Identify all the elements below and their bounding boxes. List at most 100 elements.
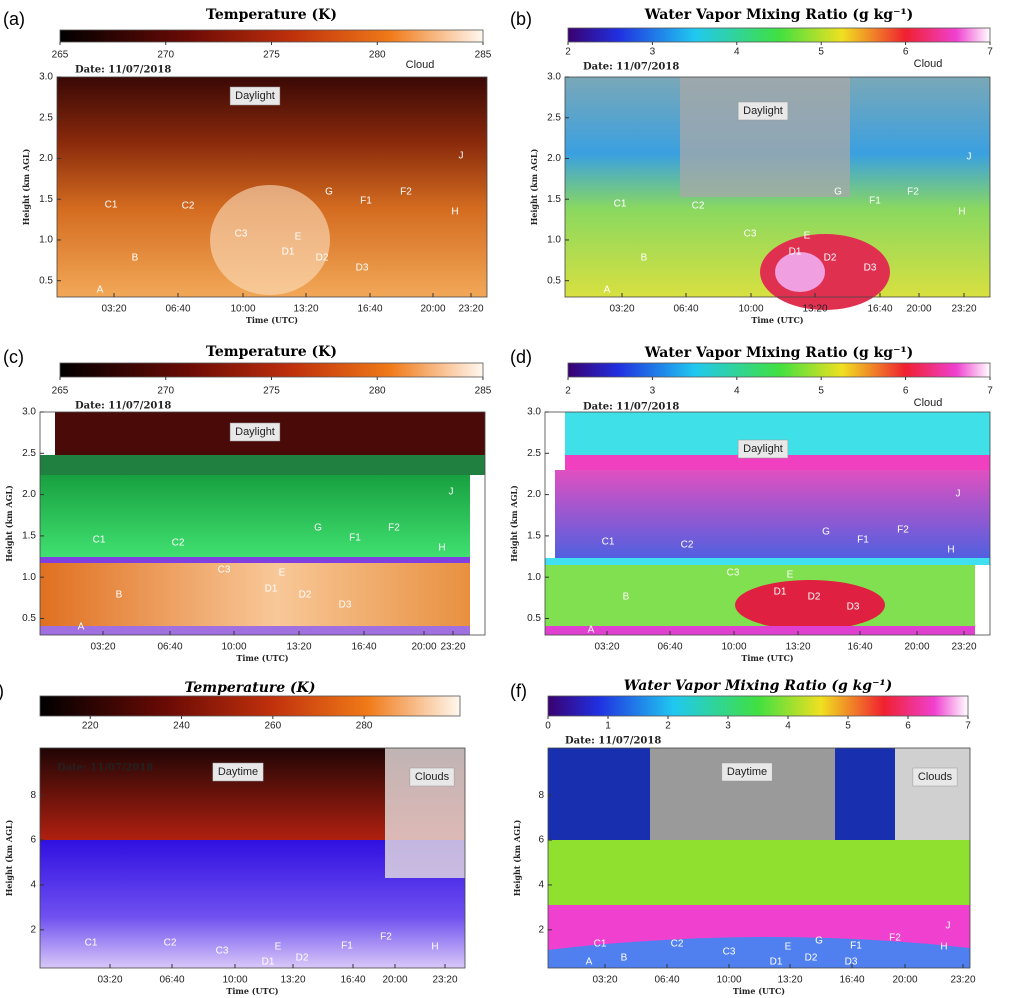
annotation: F2 xyxy=(907,187,919,198)
annotation-box xyxy=(737,439,789,459)
x-tick-label: 03:20 xyxy=(594,642,619,653)
colorbar xyxy=(59,29,484,43)
panel: (a) Temperature (K) 265 270 275 280 285 0.5 1.0 1… xyxy=(3,7,492,325)
plot-frame xyxy=(39,747,466,969)
annotation: Cloud xyxy=(914,58,943,70)
y-axis-label: Height (km AGL) xyxy=(512,819,522,896)
x-tick-label: 10:00 xyxy=(716,975,741,986)
y-tick-label: 0.5 xyxy=(527,613,541,624)
annotation: H xyxy=(947,545,954,556)
y-tick-label: 4 xyxy=(538,880,544,891)
x-tick-label: 10:00 xyxy=(222,975,247,986)
y-tick-label: 0.5 xyxy=(547,275,561,286)
annotation: D3 xyxy=(356,263,369,274)
annotation: C1 xyxy=(614,199,627,210)
colorbar xyxy=(547,695,969,717)
x-tick-label: 20:00 xyxy=(382,975,407,986)
colorbar-title: Temperature (K) xyxy=(206,7,337,23)
x-axis-label: Time (UTC) xyxy=(751,315,803,325)
annotation: Daytime xyxy=(727,766,767,778)
x-tick-label: 20:00 xyxy=(904,642,929,653)
colorbar-tick-label: 270 xyxy=(157,386,174,397)
y-tick-label: 1.5 xyxy=(22,531,36,542)
x-axis-label: Time (UTC) xyxy=(226,986,278,996)
y-tick-label: 2.5 xyxy=(39,112,53,123)
annotation: Cloud xyxy=(914,397,943,409)
annotation-box xyxy=(229,422,281,442)
x-tick-label: 06:40 xyxy=(673,304,698,315)
annotation: B xyxy=(623,592,630,603)
colorbar-tick-label: 3 xyxy=(725,721,731,732)
annotation: D3 xyxy=(864,263,877,274)
annotation: D1 xyxy=(265,584,278,595)
annotation: Clouds xyxy=(918,771,953,783)
x-tick-label: 06:40 xyxy=(654,975,679,986)
colorbar-tick-label: 0 xyxy=(545,721,551,732)
colorbar xyxy=(59,362,484,378)
x-tick-label: 20:00 xyxy=(411,642,436,653)
annotation: C1 xyxy=(85,938,98,949)
annotation: H xyxy=(451,207,458,218)
date-label: Date: 11/07/2018 xyxy=(583,62,679,73)
heatmap-a xyxy=(57,77,487,297)
x-tick-label: 16:40 xyxy=(357,304,382,315)
annotation: D3 xyxy=(845,957,858,968)
colorbar-tick-label: 7 xyxy=(987,47,993,58)
heatmap-f xyxy=(548,748,970,968)
annotation: F2 xyxy=(400,187,412,198)
date-label: Date: 11/07/2018 xyxy=(583,402,679,413)
colorbar-tick-label: 280 xyxy=(356,721,373,732)
annotation: A xyxy=(97,285,104,296)
x-tick-label: 13:20 xyxy=(777,975,802,986)
annotation: F1 xyxy=(341,941,353,952)
colorbar-title: Temperature (K) xyxy=(206,344,337,360)
annotation: D1 xyxy=(282,247,295,258)
y-axis-label: Height (km AGL) xyxy=(529,148,539,225)
annotation: A xyxy=(586,957,593,968)
annotation: D3 xyxy=(339,600,352,611)
annotation: E xyxy=(279,568,286,579)
x-tick-label: 16:40 xyxy=(867,304,892,315)
annotation: Daylight xyxy=(235,426,275,438)
annotation: H xyxy=(958,207,965,218)
annotation: Cloud xyxy=(406,59,435,71)
annotation: G xyxy=(834,187,842,198)
annotation: F2 xyxy=(380,932,392,943)
x-tick-label: 03:20 xyxy=(97,975,122,986)
colorbar-title: Water Vapor Mixing Ratio (g kg⁻¹) xyxy=(644,345,914,361)
panel-label: (a) xyxy=(3,9,25,29)
y-tick-label: 1.5 xyxy=(547,194,561,205)
panel-label: (b) xyxy=(510,9,532,29)
annotation: G xyxy=(314,523,322,534)
x-tick-label: 10:00 xyxy=(738,304,763,315)
x-tick-label: 03:20 xyxy=(609,304,634,315)
x-tick-label: 20:00 xyxy=(892,975,917,986)
annotation: E xyxy=(275,942,282,953)
annotation: F2 xyxy=(889,933,901,944)
annotation: A xyxy=(78,622,85,633)
annotation: F1 xyxy=(857,535,869,546)
annotation: G xyxy=(325,187,333,198)
y-tick-label: 1.0 xyxy=(547,235,561,246)
y-tick-label: 6 xyxy=(538,835,544,846)
annotation: J xyxy=(946,921,951,932)
y-axis-label: Height (km AGL) xyxy=(21,148,31,225)
x-axis-label: Time (UTC) xyxy=(741,653,793,663)
annotation: J xyxy=(449,487,454,498)
y-tick-label: 2.0 xyxy=(527,489,541,500)
y-tick-label: 2 xyxy=(30,924,36,935)
annotation: E xyxy=(804,231,811,242)
colorbar-tick-label: 2 xyxy=(565,386,571,397)
colorbar-tick-label: 220 xyxy=(82,721,99,732)
plot-frame xyxy=(547,747,971,969)
annotation: D2 xyxy=(296,953,309,964)
annotation-box xyxy=(737,101,789,121)
panel-label: (f) xyxy=(510,681,527,701)
annotation: J xyxy=(459,151,464,162)
x-tick-label: 23:20 xyxy=(951,304,976,315)
plot-frame xyxy=(544,411,991,636)
annotation: C3 xyxy=(723,947,736,958)
annotation: C3 xyxy=(218,565,231,576)
annotation: H xyxy=(431,942,438,953)
